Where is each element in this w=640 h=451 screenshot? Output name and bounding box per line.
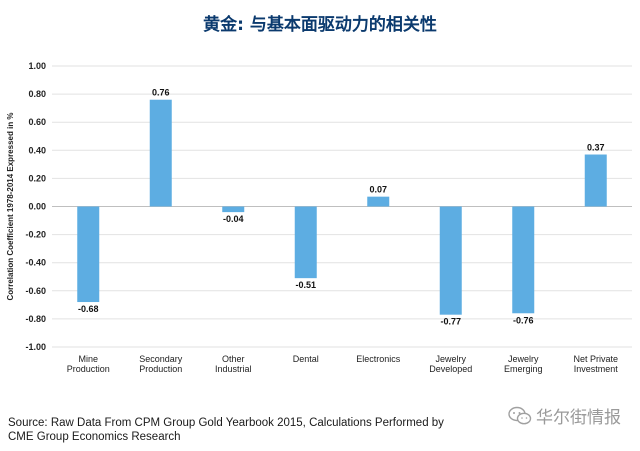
category-label: Emerging <box>504 364 543 374</box>
bar <box>222 206 245 213</box>
y-tick-label: -0.80 <box>25 314 46 324</box>
y-tick-label: -1.00 <box>25 342 46 352</box>
data-label: 0.07 <box>369 185 387 195</box>
category-label: Production <box>67 364 110 374</box>
bar <box>77 206 100 303</box>
chart-title: 黄金: 与基本面驱动力的相关性 <box>203 15 437 35</box>
wechat-icon <box>508 406 532 424</box>
data-label: -0.51 <box>295 280 316 290</box>
bar <box>584 154 607 207</box>
y-tick-label: 0.60 <box>28 117 46 127</box>
y-tick-label: -0.40 <box>25 258 46 268</box>
bar-chart: 1.00 0.80 0.60 0.40 0.20 0.00 -0.20 -0.40 -0.60 -… <box>6 61 632 374</box>
category-label: Industrial <box>215 364 252 374</box>
data-label: -0.76 <box>513 315 534 325</box>
source-line-2: CME Group Economics Research <box>8 431 181 443</box>
bar <box>367 196 390 207</box>
bar <box>294 206 317 279</box>
data-label: 0.37 <box>587 143 605 153</box>
category-label: Jewelry <box>435 354 466 364</box>
category-label: Dental <box>293 354 319 364</box>
category-label: Investment <box>574 364 619 374</box>
category-label: Developed <box>429 364 472 374</box>
category-label: Mine <box>78 354 98 364</box>
y-tick-label: 0.40 <box>28 145 46 155</box>
bar <box>512 206 535 314</box>
category-label: Net Private <box>573 354 618 364</box>
y-tick-label: -0.60 <box>25 286 46 296</box>
source-note: Source: Raw Data From CPM Group Gold Yea… <box>8 416 508 444</box>
watermark: 华尔街情报 <box>508 403 621 428</box>
data-label: -0.68 <box>78 304 99 314</box>
category-label: Production <box>139 364 182 374</box>
bar <box>149 99 172 207</box>
category-label: Other <box>222 354 245 364</box>
watermark-text: 华尔街情报 <box>536 408 621 428</box>
category-label: Secondary <box>139 354 183 364</box>
bar <box>439 206 462 315</box>
data-label: -0.77 <box>440 317 461 327</box>
y-axis-label: Correlation Coefficient 1978-2014 Expres… <box>6 112 15 300</box>
category-label: Jewelry <box>508 354 539 364</box>
y-tick-label: 0.80 <box>28 89 46 99</box>
y-tick-label: 1.00 <box>28 61 46 71</box>
y-tick-label: 0.00 <box>28 202 46 212</box>
y-tick-label: 0.20 <box>28 173 46 183</box>
data-label: 0.76 <box>152 88 170 98</box>
source-line-1: Source: Raw Data From CPM Group Gold Yea… <box>8 417 444 429</box>
y-tick-label: -0.20 <box>25 230 46 240</box>
category-label: Electronics <box>356 354 401 364</box>
data-label: -0.04 <box>223 214 244 224</box>
